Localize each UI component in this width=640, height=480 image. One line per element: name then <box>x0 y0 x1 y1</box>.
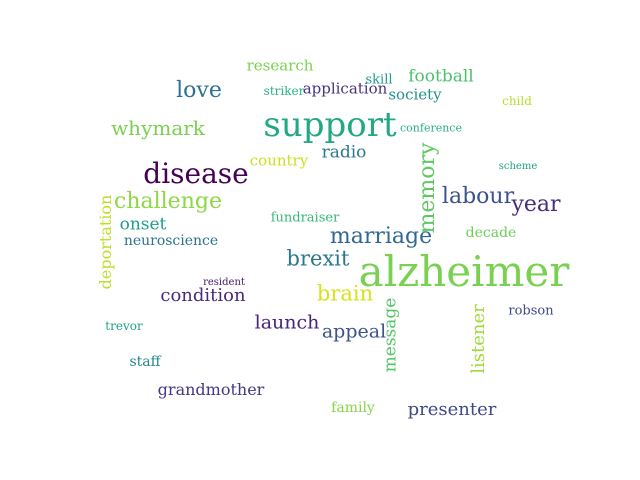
word-trevor: trevor <box>105 319 143 333</box>
word-labour: labour <box>441 184 515 209</box>
word-onset: onset <box>119 214 167 235</box>
word-robson: robson <box>508 303 554 319</box>
word-decade: decade <box>465 225 517 241</box>
word-alzheimer: alzheimer <box>358 247 570 296</box>
word-striker: striker <box>263 84 305 98</box>
word-presenter: presenter <box>407 399 497 420</box>
word-family: family <box>331 400 375 416</box>
word-appeal: appeal <box>321 320 387 343</box>
word-love: love <box>176 78 222 103</box>
word-disease: disease <box>143 157 249 190</box>
word-brain: brain <box>316 281 374 306</box>
word-year: year <box>511 192 561 217</box>
word-radio: radio <box>321 142 367 163</box>
word-resident: resident <box>203 277 245 288</box>
word-staff: staff <box>129 354 161 370</box>
word-application: application <box>302 79 388 98</box>
word-challenge: challenge <box>114 189 222 214</box>
word-research: research <box>246 56 314 75</box>
word-country: country <box>249 151 309 170</box>
word-football: football <box>408 66 474 87</box>
word-condition: condition <box>160 285 246 306</box>
word-marriage: marriage <box>329 224 433 249</box>
word-skill: skill <box>365 72 393 88</box>
word-conference: conference <box>400 121 462 135</box>
word-society: society <box>388 85 442 104</box>
word-grandmother: grandmother <box>157 380 265 399</box>
word-fundraiser: fundraiser <box>270 210 340 226</box>
word-scheme: scheme <box>498 161 538 172</box>
word-listener: listener <box>468 304 489 374</box>
word-memory: memory <box>415 142 440 234</box>
word-brexit: brexit <box>286 246 350 271</box>
word-support: support <box>263 105 397 145</box>
word-launch: launch <box>254 311 320 334</box>
word-neuroscience: neuroscience <box>123 233 219 249</box>
word-deportation: deportation <box>96 194 115 290</box>
word-child: child <box>502 94 532 108</box>
word-whymark: whymark <box>111 116 205 140</box>
